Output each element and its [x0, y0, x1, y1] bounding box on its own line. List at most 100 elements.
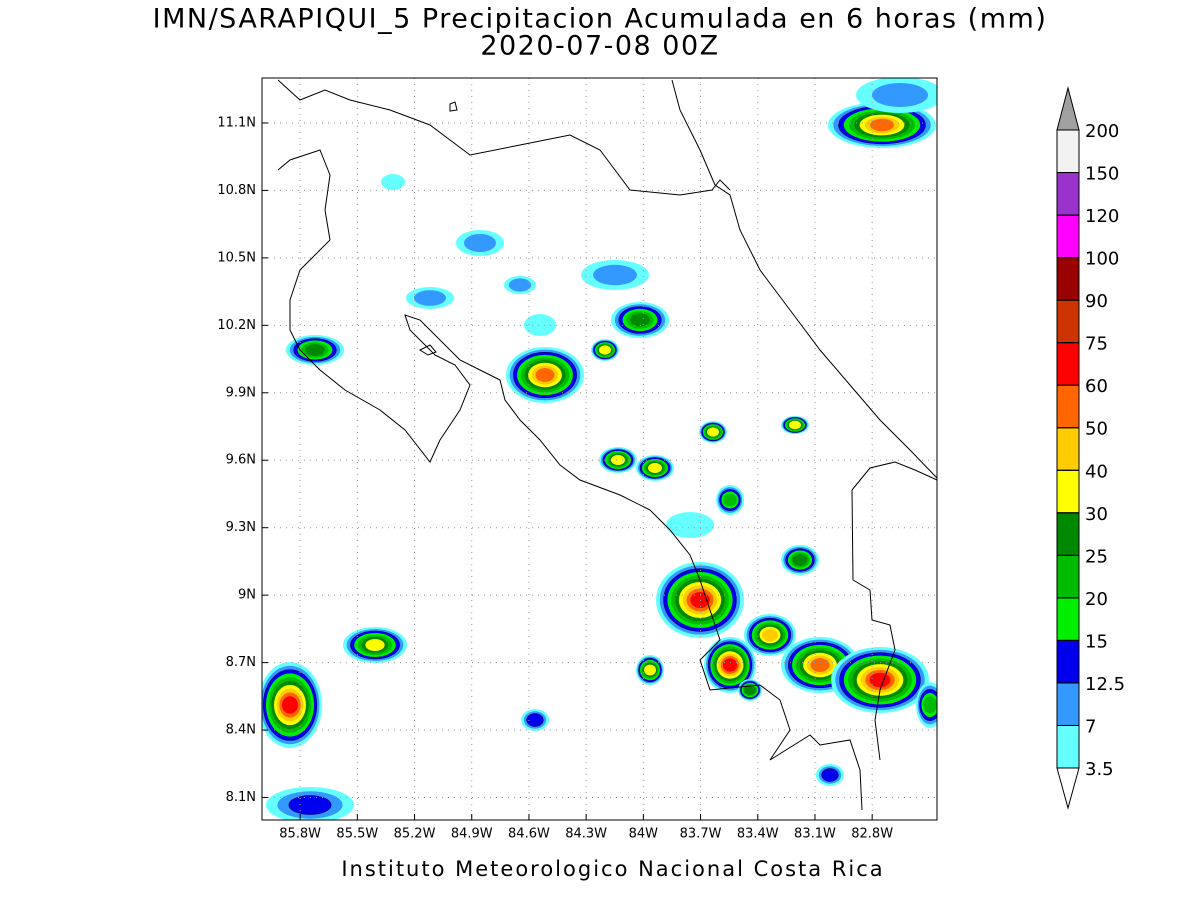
precip-contour: [599, 345, 611, 355]
precip-contour: [869, 672, 891, 688]
colorbar-box: [1056, 512, 1080, 556]
colorbar: 3.5 7 12.5 15 20 25 30 40 50 60 75 90 100 120 150 200: [1056, 86, 1125, 810]
colorbar-box: [1056, 257, 1080, 301]
colorbar-box: [1056, 214, 1080, 259]
x-tick-label: 85.2W: [394, 827, 436, 842]
colorbar-box: [1056, 469, 1080, 514]
colorbar-label: 40: [1085, 461, 1108, 482]
colorbar-box: [1056, 384, 1080, 429]
x-tick-label: 84.9W: [451, 827, 493, 842]
x-tick-label: 83.7W: [680, 827, 722, 842]
y-tick-label: 10.5N: [217, 250, 256, 265]
precip-contour: [644, 664, 656, 676]
colorbar-label: 20: [1085, 589, 1108, 610]
grid: [262, 78, 937, 820]
colorbar-label: 100: [1085, 249, 1119, 270]
precip-contour: [648, 463, 662, 473]
pacific-coast: [277, 149, 863, 811]
x-tick-label: 85.8W: [279, 827, 321, 842]
precip-contour: [381, 174, 405, 190]
colorbar-label: 90: [1085, 291, 1108, 312]
caribbean-coast: [671, 79, 938, 479]
coastlines: [277, 79, 938, 811]
precip-contour: [526, 713, 544, 727]
precip-contour: [762, 628, 778, 642]
x-tick-label: 84.3W: [565, 827, 607, 842]
colorbar-label: 12.5: [1085, 674, 1125, 695]
colorbar-box: [1056, 342, 1080, 386]
precip-contour: [535, 368, 555, 382]
colorbar-box: [1056, 597, 1080, 641]
precip-contour: [288, 795, 332, 815]
y-tick-label: 8.4N: [226, 723, 256, 738]
y-tick-label: 9.9N: [226, 385, 256, 400]
precip-contour: [464, 234, 496, 252]
precip-contour: [630, 313, 650, 327]
precip-contour: [282, 696, 298, 714]
colorbar-label: 15: [1085, 631, 1108, 652]
colorbar-label: 60: [1085, 376, 1108, 397]
y-tick-label: 8.7N: [226, 655, 256, 670]
colorbar-box: [1056, 299, 1080, 344]
island: [418, 344, 437, 356]
subtitle: 2020-07-08 00Z: [480, 31, 719, 62]
precip-contour: [305, 344, 325, 356]
precip-contour: [870, 118, 894, 132]
colorbar-box: [1056, 682, 1080, 726]
colorbar-box: [1056, 427, 1080, 471]
precipitation-field: [262, 78, 937, 820]
y-tick-label: 9.6N: [226, 453, 256, 468]
footer: Instituto Meteorologico Nacional Costa R…: [341, 857, 884, 881]
y-tick-label: 8.1N: [226, 790, 256, 805]
colorbar-over: [1056, 86, 1080, 131]
precip-contour: [508, 278, 532, 292]
colorbar-label: 150: [1085, 164, 1119, 185]
precip-contour: [744, 685, 756, 695]
precip-contour: [789, 420, 801, 430]
colorbar-label: 50: [1085, 419, 1108, 440]
x-tick-label: 84.6W: [508, 827, 550, 842]
colorbar-box: [1056, 554, 1080, 599]
colorbar-label: 25: [1085, 546, 1108, 567]
colorbar-label: 200: [1085, 121, 1119, 142]
y-tick-label: 10.2N: [217, 318, 256, 333]
colorbar-under: [1056, 767, 1080, 810]
y-tick-label: 10.8N: [217, 183, 256, 198]
precip-contour: [722, 658, 738, 672]
precip-contour: [666, 512, 714, 538]
precip-contour: [707, 427, 719, 437]
y-tick-label: 9.3N: [226, 520, 256, 535]
precip-contour: [611, 455, 625, 465]
y-tick-label: 9N: [238, 588, 256, 603]
x-tick-label: 83.4W: [737, 827, 779, 842]
precip-contour: [792, 554, 808, 566]
colorbar-label: 75: [1085, 334, 1108, 355]
precip-contour: [923, 696, 937, 714]
panama-border: [851, 489, 896, 761]
precip-contour: [365, 639, 385, 651]
precip-contour: [872, 83, 928, 107]
panama-border: [851, 461, 938, 491]
precip-contour: [524, 314, 556, 336]
x-tick-label: 82.8W: [851, 827, 893, 842]
x-tick-label: 84W: [629, 827, 659, 842]
colorbar-box: [1056, 172, 1080, 216]
precip-contour: [821, 768, 839, 782]
colorbar-box: [1056, 724, 1080, 769]
colorbar-label: 30: [1085, 504, 1108, 525]
precip-contour: [593, 264, 637, 286]
colorbar-box: [1056, 639, 1080, 684]
nicaragua-border: [277, 79, 731, 196]
colorbar-label: 7: [1085, 716, 1096, 737]
y-tick-label: 11.1N: [217, 115, 256, 130]
island: [449, 101, 458, 112]
precip-contour: [414, 290, 446, 306]
precip-contour: [810, 658, 830, 672]
colorbar-label: 120: [1085, 206, 1119, 227]
map-frame: [261, 77, 938, 821]
colorbar-box: [1056, 129, 1080, 174]
x-tick-label: 85.5W: [336, 827, 378, 842]
x-tick-label: 83.1W: [794, 827, 836, 842]
colorbar-label: 3.5: [1085, 759, 1114, 780]
